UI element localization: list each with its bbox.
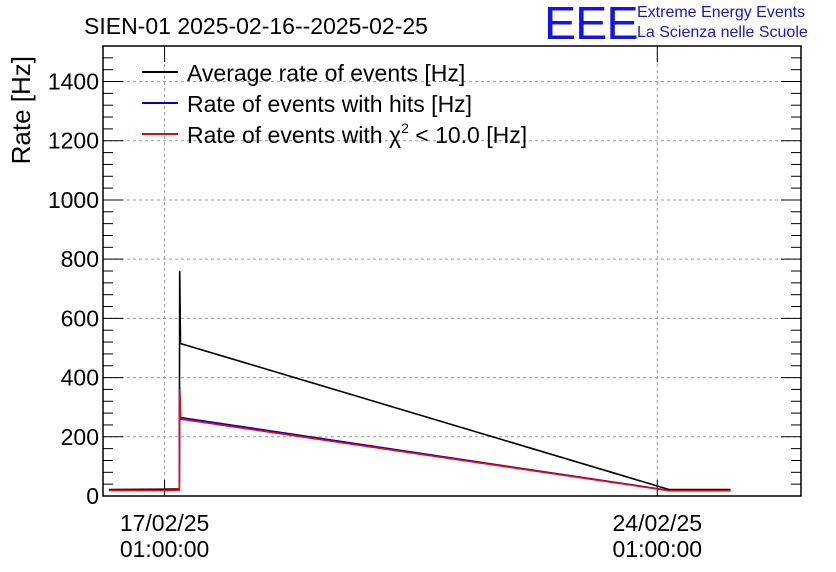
y-tick-label: 1400 <box>48 69 99 95</box>
x-tick-time-label: 01:00:00 <box>613 536 703 562</box>
x-tick-date-label: 24/02/25 <box>613 510 703 536</box>
chart-title: SIEN-01 2025-02-16--2025-02-25 <box>84 13 428 39</box>
x-tick-time-label: 01:00:00 <box>120 536 210 562</box>
y-tick-label: 200 <box>61 424 99 450</box>
y-tick-label: 1000 <box>48 187 99 213</box>
y-axis-label: Rate [Hz] <box>6 56 36 164</box>
y-tick-label: 600 <box>61 305 99 331</box>
y-tick-label: 400 <box>61 365 99 391</box>
legend-label-1: Average rate of events [Hz] <box>187 60 465 86</box>
y-tick-label: 1200 <box>48 128 99 154</box>
y-tick-label: 0 <box>86 483 99 509</box>
legend-label-2: Rate of events with hits [Hz] <box>187 91 472 117</box>
series-line-1 <box>108 270 731 491</box>
plot-frame <box>102 45 802 497</box>
x-tick-date-label: 17/02/25 <box>120 510 210 536</box>
y-tick-labels: 0 200 400 600 800 1000 1200 1400 <box>48 69 99 509</box>
series-line-2 <box>108 386 731 492</box>
series-line-3 <box>108 389 731 492</box>
series-layer <box>108 270 731 492</box>
logo-line-2: La Scienza nelle Scuole <box>637 24 808 41</box>
logo-line-1: Extreme Energy Events <box>637 4 806 21</box>
eee-logo-mark: EEE <box>544 0 639 49</box>
legend-label-3: Rate of events with χ2 < 10.0 [Hz] <box>187 120 527 148</box>
y-tick-label: 800 <box>61 246 99 272</box>
legend: Average rate of events [Hz] Rate of event… <box>142 60 527 148</box>
grid-layer <box>103 46 801 496</box>
